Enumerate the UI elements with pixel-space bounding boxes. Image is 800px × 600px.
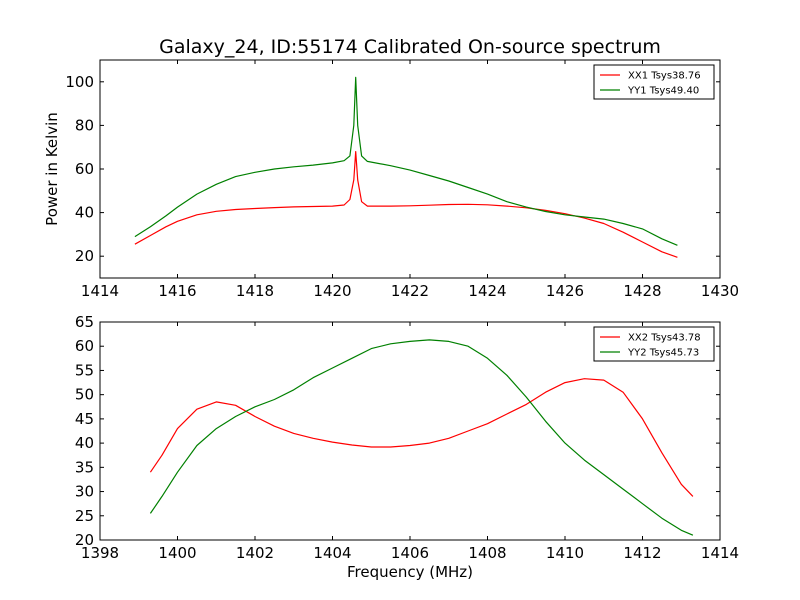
top-subplot: 1414 1416 1418 1420 1422 1424 1426 1428 1430 20 40… <box>43 59 739 300</box>
bottom-y-tick-label: 60 <box>75 337 94 355</box>
top-legend-box <box>593 64 715 100</box>
top-y-tick-label: 20 <box>75 247 94 265</box>
top-x-tick-label: 1426 <box>546 282 584 300</box>
top-y-tick-label: 60 <box>75 160 94 178</box>
bottom-x-tick-label: 1404 <box>313 544 351 562</box>
bottom-y-tick-label: 55 <box>75 361 94 379</box>
top-x-tick-label: 1422 <box>391 282 429 300</box>
bottom-x-tick-label: 1406 <box>391 544 429 562</box>
top-legend: XX1 Tsys38.76 YY1 Tsys49.40 <box>593 64 715 100</box>
top-x-tick-label: 1424 <box>468 282 506 300</box>
bottom-y-tick-label: 30 <box>75 483 94 501</box>
top-series-line-1 <box>134 76 678 246</box>
bottom-series-line-0 <box>149 378 694 497</box>
bottom-x-tick-label: 1414 <box>701 544 739 562</box>
top-y-tick-label: 80 <box>75 116 94 134</box>
bottom-x-tick-label: 1398 <box>81 544 119 562</box>
bottom-y-tick-label: 40 <box>75 434 94 452</box>
bottom-x-tick-label: 1410 <box>546 544 584 562</box>
bottom-y-tick-label: 25 <box>75 507 94 525</box>
top-y-axis-label: Power in Kelvin <box>43 112 61 226</box>
bottom-y-tick-label: 50 <box>75 386 94 404</box>
top-legend-label-1: YY1 Tsys49.40 <box>627 86 699 97</box>
bottom-y-tick-label: 20 <box>75 531 94 549</box>
bottom-y-tick-label: 45 <box>75 410 94 428</box>
top-y-tick-label: 40 <box>75 204 94 222</box>
bottom-legend: XX2 Tsys43.78 YY2 Tsys45.73 <box>593 326 715 362</box>
figure-title: Galaxy_24, ID:55174 Calibrated On-source… <box>159 36 661 58</box>
bottom-y-tick-label: 35 <box>75 458 94 476</box>
top-legend-label-0: XX1 Tsys38.76 <box>628 71 701 82</box>
top-x-tick-label: 1430 <box>701 282 739 300</box>
bottom-legend-box <box>593 326 715 362</box>
bottom-x-tick-label: 1402 <box>236 544 274 562</box>
bottom-series-line-1 <box>149 339 694 536</box>
bottom-y-tick-label: 65 <box>75 313 94 331</box>
top-x-tick-label: 1428 <box>623 282 661 300</box>
bottom-legend-label-0: XX2 Tsys43.78 <box>628 333 701 344</box>
top-y-tick-label: 100 <box>65 73 94 91</box>
bottom-x-axis-label: Frequency (MHz) <box>347 563 473 581</box>
bottom-x-tick-label: 1408 <box>468 544 506 562</box>
top-x-tick-label: 1414 <box>81 282 119 300</box>
top-x-tick-label: 1420 <box>313 282 351 300</box>
top-x-tick-label: 1418 <box>236 282 274 300</box>
bottom-subplot: 1398 1400 1402 1404 1406 1408 1410 1412 1414 20 25… <box>75 313 739 581</box>
bottom-x-tick-label: 1400 <box>158 544 196 562</box>
top-x-tick-label: 1416 <box>158 282 196 300</box>
bottom-legend-label-1: YY2 Tsys45.73 <box>627 348 699 359</box>
bottom-x-tick-label: 1412 <box>623 544 661 562</box>
